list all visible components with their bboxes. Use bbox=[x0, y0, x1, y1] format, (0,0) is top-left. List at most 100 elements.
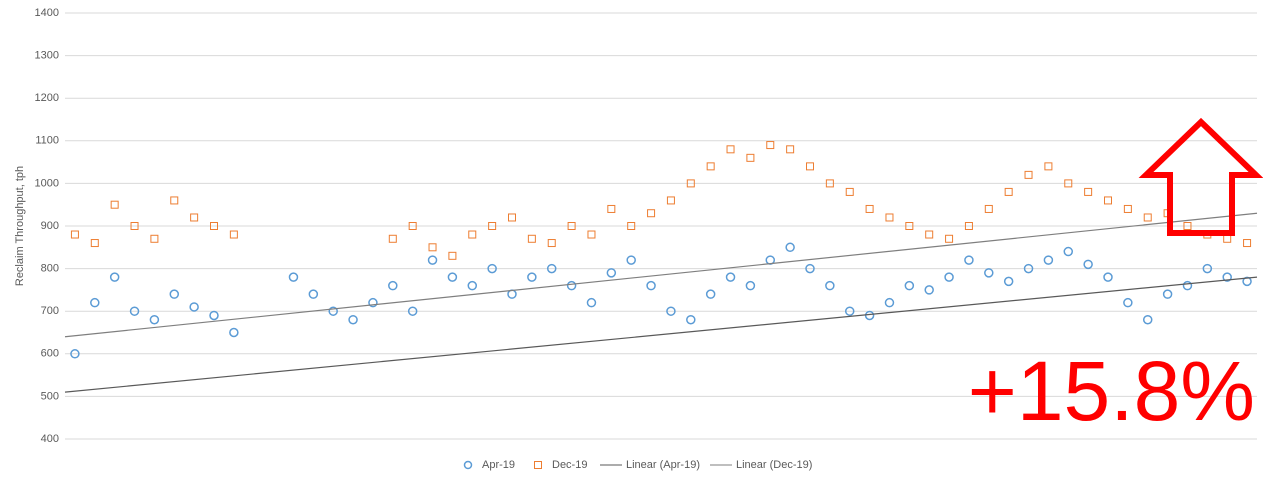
point bbox=[1084, 187, 1093, 196]
y-tick-label: 400 bbox=[41, 433, 59, 445]
point bbox=[1103, 272, 1113, 282]
point bbox=[90, 239, 99, 248]
point bbox=[786, 145, 795, 154]
point bbox=[547, 239, 556, 248]
point bbox=[1044, 162, 1053, 171]
point bbox=[150, 234, 159, 243]
point bbox=[825, 179, 834, 188]
point bbox=[70, 349, 80, 359]
point bbox=[627, 222, 636, 230]
point bbox=[427, 255, 438, 265]
point bbox=[984, 204, 993, 213]
point bbox=[606, 268, 617, 278]
point bbox=[1004, 187, 1013, 196]
point bbox=[1063, 246, 1074, 257]
point bbox=[726, 145, 735, 154]
point bbox=[428, 243, 437, 252]
point bbox=[70, 230, 79, 239]
point bbox=[1243, 239, 1252, 248]
point bbox=[864, 310, 875, 321]
point bbox=[746, 153, 755, 162]
y-tick-label: 800 bbox=[41, 263, 59, 275]
point bbox=[666, 196, 675, 205]
point bbox=[1242, 276, 1252, 287]
legend-label: Linear (Apr-19) bbox=[626, 459, 700, 471]
point bbox=[546, 263, 557, 274]
point bbox=[666, 306, 676, 316]
point bbox=[448, 251, 457, 260]
point bbox=[149, 314, 160, 325]
point bbox=[1003, 276, 1014, 287]
point bbox=[1182, 280, 1193, 291]
point bbox=[1064, 179, 1073, 188]
point bbox=[328, 306, 338, 316]
point bbox=[1143, 213, 1152, 222]
arrow bbox=[1138, 117, 1263, 236]
point bbox=[865, 204, 874, 213]
trendline bbox=[64, 276, 1258, 393]
point bbox=[945, 234, 954, 243]
point bbox=[388, 280, 398, 291]
point bbox=[607, 204, 616, 213]
point bbox=[408, 222, 417, 230]
point bbox=[110, 200, 119, 209]
point bbox=[348, 314, 358, 325]
point bbox=[586, 297, 597, 308]
point bbox=[1123, 297, 1133, 308]
point bbox=[527, 234, 536, 243]
point bbox=[129, 306, 140, 316]
point bbox=[1104, 196, 1112, 205]
point bbox=[308, 289, 319, 299]
y-tick-label: 500 bbox=[41, 390, 59, 402]
point bbox=[1223, 234, 1232, 243]
point bbox=[904, 280, 915, 291]
point bbox=[766, 141, 775, 150]
point bbox=[527, 272, 537, 282]
legend-label: Dec-19 bbox=[552, 459, 587, 471]
point bbox=[109, 272, 120, 282]
point bbox=[566, 280, 577, 291]
point bbox=[1142, 314, 1153, 325]
point bbox=[209, 310, 219, 321]
point bbox=[944, 272, 954, 282]
point bbox=[984, 268, 994, 278]
point bbox=[210, 222, 218, 230]
point bbox=[189, 302, 199, 312]
point bbox=[1123, 204, 1132, 213]
point bbox=[1162, 289, 1173, 299]
point bbox=[368, 297, 378, 308]
point bbox=[288, 272, 299, 282]
point bbox=[844, 306, 855, 316]
point bbox=[468, 230, 477, 239]
point bbox=[169, 289, 180, 299]
y-tick-label: 1100 bbox=[35, 135, 59, 147]
trendline bbox=[64, 212, 1258, 338]
point bbox=[90, 297, 100, 308]
point bbox=[1183, 222, 1192, 230]
point bbox=[646, 280, 656, 291]
point bbox=[170, 196, 179, 205]
y-tick-label: 1000 bbox=[35, 177, 59, 189]
point bbox=[884, 297, 895, 308]
point bbox=[785, 242, 795, 253]
y-axis-label: Reclaim Throughput, tph bbox=[14, 166, 26, 286]
point bbox=[647, 209, 656, 218]
point bbox=[806, 162, 814, 171]
point bbox=[1024, 170, 1033, 179]
point bbox=[725, 272, 736, 282]
point bbox=[885, 213, 894, 222]
point bbox=[508, 213, 516, 222]
point bbox=[686, 179, 695, 188]
point bbox=[587, 230, 596, 239]
point bbox=[706, 162, 715, 171]
y-tick-label: 1400 bbox=[35, 7, 59, 19]
point bbox=[1083, 259, 1093, 270]
point bbox=[507, 289, 517, 299]
point bbox=[924, 285, 934, 295]
point bbox=[229, 230, 238, 239]
annotation: +15.8% bbox=[968, 344, 1255, 438]
y-tick-label: 1200 bbox=[35, 92, 59, 104]
point bbox=[130, 222, 139, 230]
y-tick-label: 900 bbox=[41, 220, 59, 232]
